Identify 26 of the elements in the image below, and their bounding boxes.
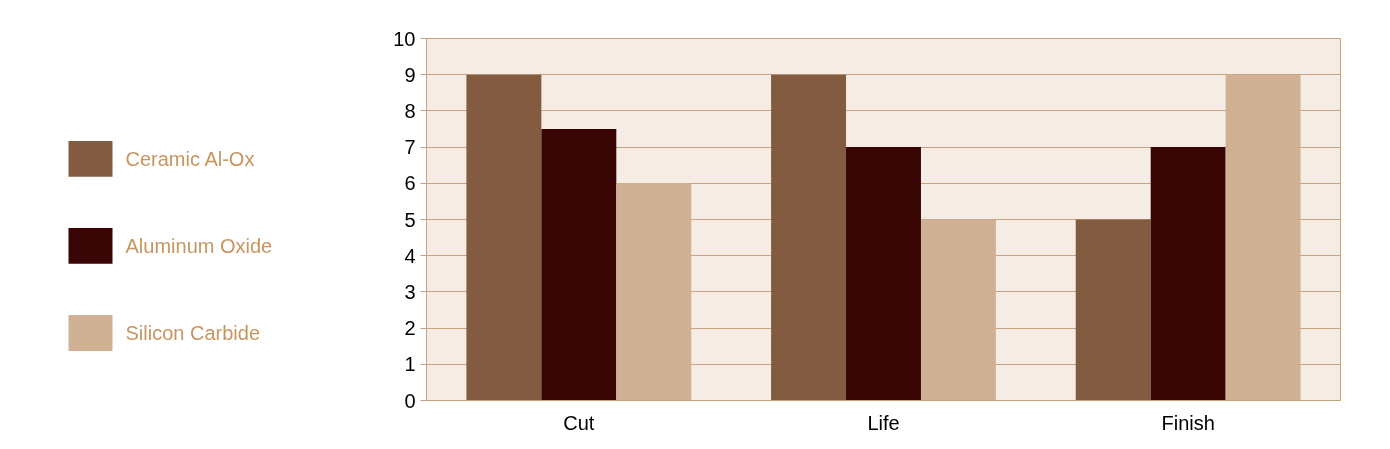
x-tick-label: Cut bbox=[563, 411, 595, 434]
legend-label: Ceramic Al-Ox bbox=[125, 147, 255, 170]
y-tick-label: 0 bbox=[404, 389, 416, 412]
bar bbox=[616, 183, 692, 401]
x-tick-label: Finish bbox=[1161, 411, 1215, 434]
y-tick-label: 8 bbox=[404, 99, 416, 122]
y-tick-label: 1 bbox=[404, 353, 416, 376]
bar bbox=[1075, 219, 1151, 401]
bar bbox=[541, 129, 617, 401]
y-tick-label: 5 bbox=[404, 208, 416, 231]
y-tick-label: 6 bbox=[404, 172, 416, 195]
y-tick-label: 4 bbox=[404, 244, 416, 267]
y-tick-label: 9 bbox=[404, 63, 416, 86]
bar bbox=[771, 74, 847, 401]
y-tick-label: 2 bbox=[404, 317, 416, 340]
legend-label: Silicon Carbide bbox=[125, 321, 261, 344]
y-tick-label: 7 bbox=[404, 136, 416, 159]
legend-label: Aluminum Oxide bbox=[125, 234, 273, 257]
y-tick-label: 3 bbox=[404, 280, 416, 303]
bar bbox=[846, 147, 921, 401]
bar bbox=[1150, 147, 1226, 401]
bar bbox=[1225, 74, 1301, 401]
bar bbox=[920, 219, 996, 401]
x-tick-label: Life bbox=[867, 411, 900, 434]
y-tick-label: 10 bbox=[393, 27, 416, 50]
bar bbox=[466, 74, 542, 401]
